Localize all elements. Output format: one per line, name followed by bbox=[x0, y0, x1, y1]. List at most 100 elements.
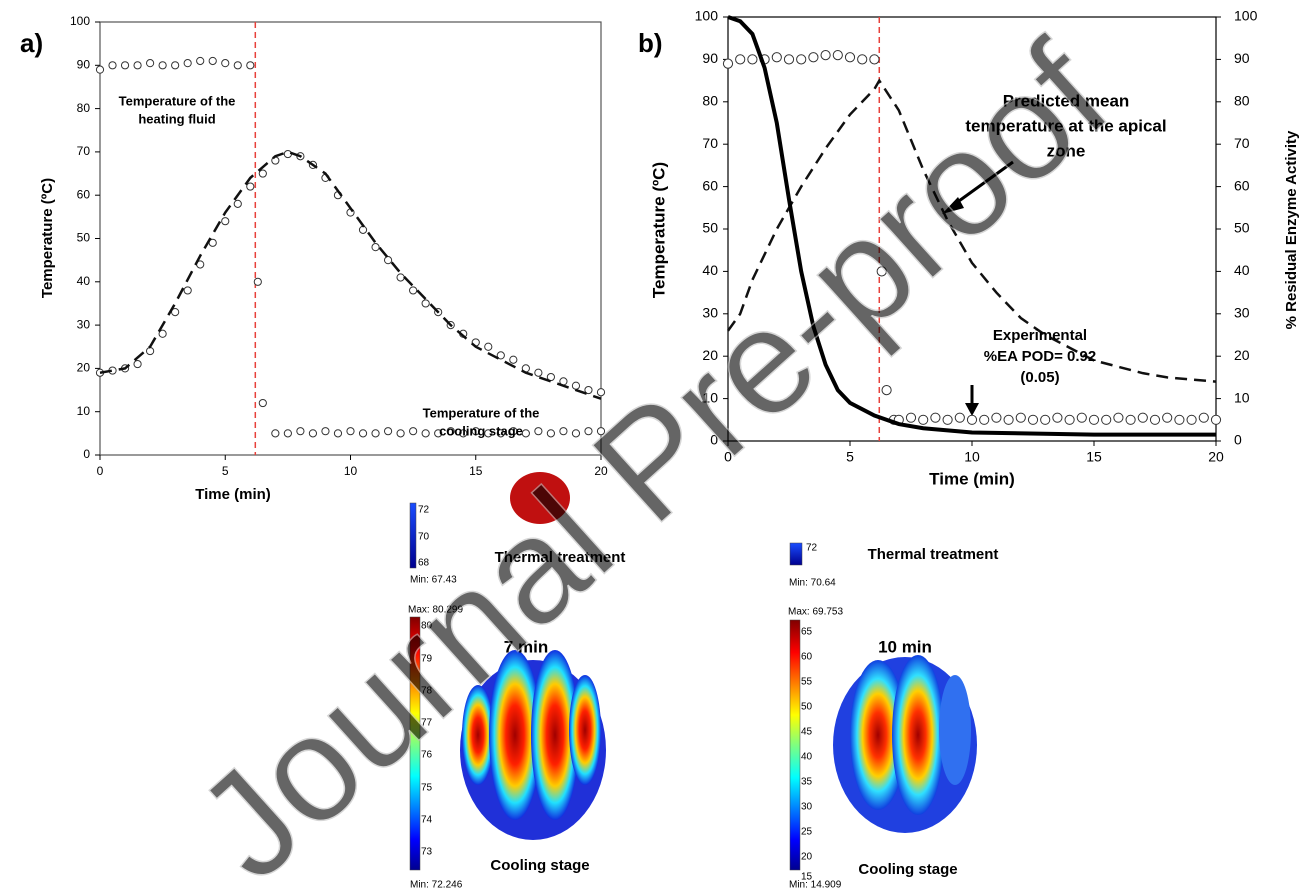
y2-tick-label: 100 bbox=[1234, 8, 1258, 24]
y2-tick-label: 80 bbox=[1234, 93, 1250, 109]
panel-label: b) bbox=[638, 28, 663, 58]
data-point bbox=[209, 57, 216, 64]
y-tick-label: 0 bbox=[83, 447, 90, 461]
data-point bbox=[1114, 413, 1123, 422]
data-point bbox=[1211, 415, 1220, 424]
data-point bbox=[1089, 415, 1098, 424]
x-tick-label: 10 bbox=[964, 449, 980, 465]
data-point bbox=[410, 428, 417, 435]
simulation-10min bbox=[833, 655, 977, 833]
data-point bbox=[931, 413, 940, 422]
data-point bbox=[322, 428, 329, 435]
data-point bbox=[1163, 413, 1172, 422]
data-point bbox=[1175, 415, 1184, 424]
y-tick-label: 80 bbox=[77, 101, 91, 115]
data-point bbox=[384, 428, 391, 435]
colorbar-tick-label: 74 bbox=[421, 815, 433, 826]
data-point bbox=[247, 183, 254, 190]
y-tick-label: 100 bbox=[695, 8, 719, 24]
y-tick-label: 10 bbox=[77, 404, 91, 418]
data-point bbox=[297, 428, 304, 435]
colorbar-tick-label: 75 bbox=[421, 783, 433, 794]
data-point bbox=[134, 360, 141, 367]
data-point bbox=[372, 244, 379, 251]
y2-tick-label: 20 bbox=[1234, 347, 1250, 363]
data-point bbox=[159, 62, 166, 69]
data-point bbox=[797, 55, 806, 64]
y2-axis-label: % Residual Enzyme Activity bbox=[1283, 130, 1300, 329]
data-line bbox=[100, 152, 601, 399]
data-point bbox=[980, 415, 989, 424]
colorbar-min: Min: 70.64 bbox=[789, 578, 836, 589]
data-point bbox=[272, 430, 279, 437]
y-tick-label: 70 bbox=[702, 135, 718, 151]
data-point bbox=[372, 430, 379, 437]
data-point bbox=[259, 399, 266, 406]
y2-tick-label: 70 bbox=[1234, 135, 1250, 151]
y-tick-label: 70 bbox=[77, 144, 91, 158]
y-tick-label: 80 bbox=[702, 93, 718, 109]
panel-label: a) bbox=[20, 28, 43, 58]
data-point bbox=[334, 430, 341, 437]
data-point bbox=[748, 55, 757, 64]
data-point bbox=[1028, 415, 1037, 424]
colorbar-tick-label: 72 bbox=[806, 543, 818, 554]
data-point bbox=[347, 428, 354, 435]
data-point bbox=[134, 62, 141, 69]
data-point bbox=[784, 55, 793, 64]
y-tick-label: 90 bbox=[702, 50, 718, 66]
data-point bbox=[1102, 415, 1111, 424]
colorbar-tick-label: 40 bbox=[801, 752, 813, 763]
data-point bbox=[422, 430, 429, 437]
data-point bbox=[510, 356, 517, 363]
annotation: Temperature of the bbox=[423, 405, 540, 420]
y2-tick-label: 40 bbox=[1234, 262, 1250, 278]
y-tick-label: 40 bbox=[77, 274, 91, 288]
data-point bbox=[535, 369, 542, 376]
data-point bbox=[172, 62, 179, 69]
data-point bbox=[247, 62, 254, 69]
data-point bbox=[858, 55, 867, 64]
colorbar-tick-label: 50 bbox=[801, 702, 813, 713]
colorbar-max: Max: 69.753 bbox=[788, 607, 843, 618]
data-point bbox=[1126, 415, 1135, 424]
colorbar-min: Min: 14.909 bbox=[789, 880, 842, 890]
y-axis-label: Temperature (ºC) bbox=[649, 162, 668, 298]
data-point bbox=[397, 430, 404, 437]
caption: Cooling stage bbox=[490, 857, 589, 874]
y2-tick-label: 50 bbox=[1234, 220, 1250, 236]
y-tick-label: 60 bbox=[77, 187, 91, 201]
data-point bbox=[1041, 415, 1050, 424]
data-point bbox=[147, 347, 154, 354]
x-tick-label: 5 bbox=[222, 464, 229, 478]
data-point bbox=[522, 430, 529, 437]
colorbar-tick-label: 20 bbox=[801, 852, 813, 863]
data-point bbox=[772, 53, 781, 62]
time-label: 10 min bbox=[878, 637, 932, 656]
colorbar-tick-label: 30 bbox=[801, 802, 813, 813]
data-point bbox=[121, 62, 128, 69]
data-point bbox=[222, 60, 229, 67]
data-point bbox=[1150, 415, 1159, 424]
annotation: Experimental bbox=[993, 327, 1087, 344]
data-point bbox=[1187, 415, 1196, 424]
data-point bbox=[485, 343, 492, 350]
y-tick-label: 40 bbox=[702, 262, 718, 278]
data-point bbox=[397, 274, 404, 281]
data-point bbox=[1077, 413, 1086, 422]
data-point bbox=[184, 287, 191, 294]
data-point bbox=[96, 66, 103, 73]
colorbar-tick-label: 45 bbox=[801, 727, 813, 738]
data-point bbox=[992, 413, 1001, 422]
y2-tick-label: 60 bbox=[1234, 177, 1250, 193]
annotation: heating fluid bbox=[138, 111, 215, 126]
data-point bbox=[736, 55, 745, 64]
data-point bbox=[723, 59, 732, 68]
data-point bbox=[821, 51, 830, 60]
data-point bbox=[422, 300, 429, 307]
annotation: (0.05) bbox=[1020, 369, 1059, 386]
data-point bbox=[359, 430, 366, 437]
data-point bbox=[1138, 413, 1147, 422]
data-point bbox=[833, 51, 842, 60]
x-axis-label: Time (min) bbox=[929, 469, 1015, 488]
